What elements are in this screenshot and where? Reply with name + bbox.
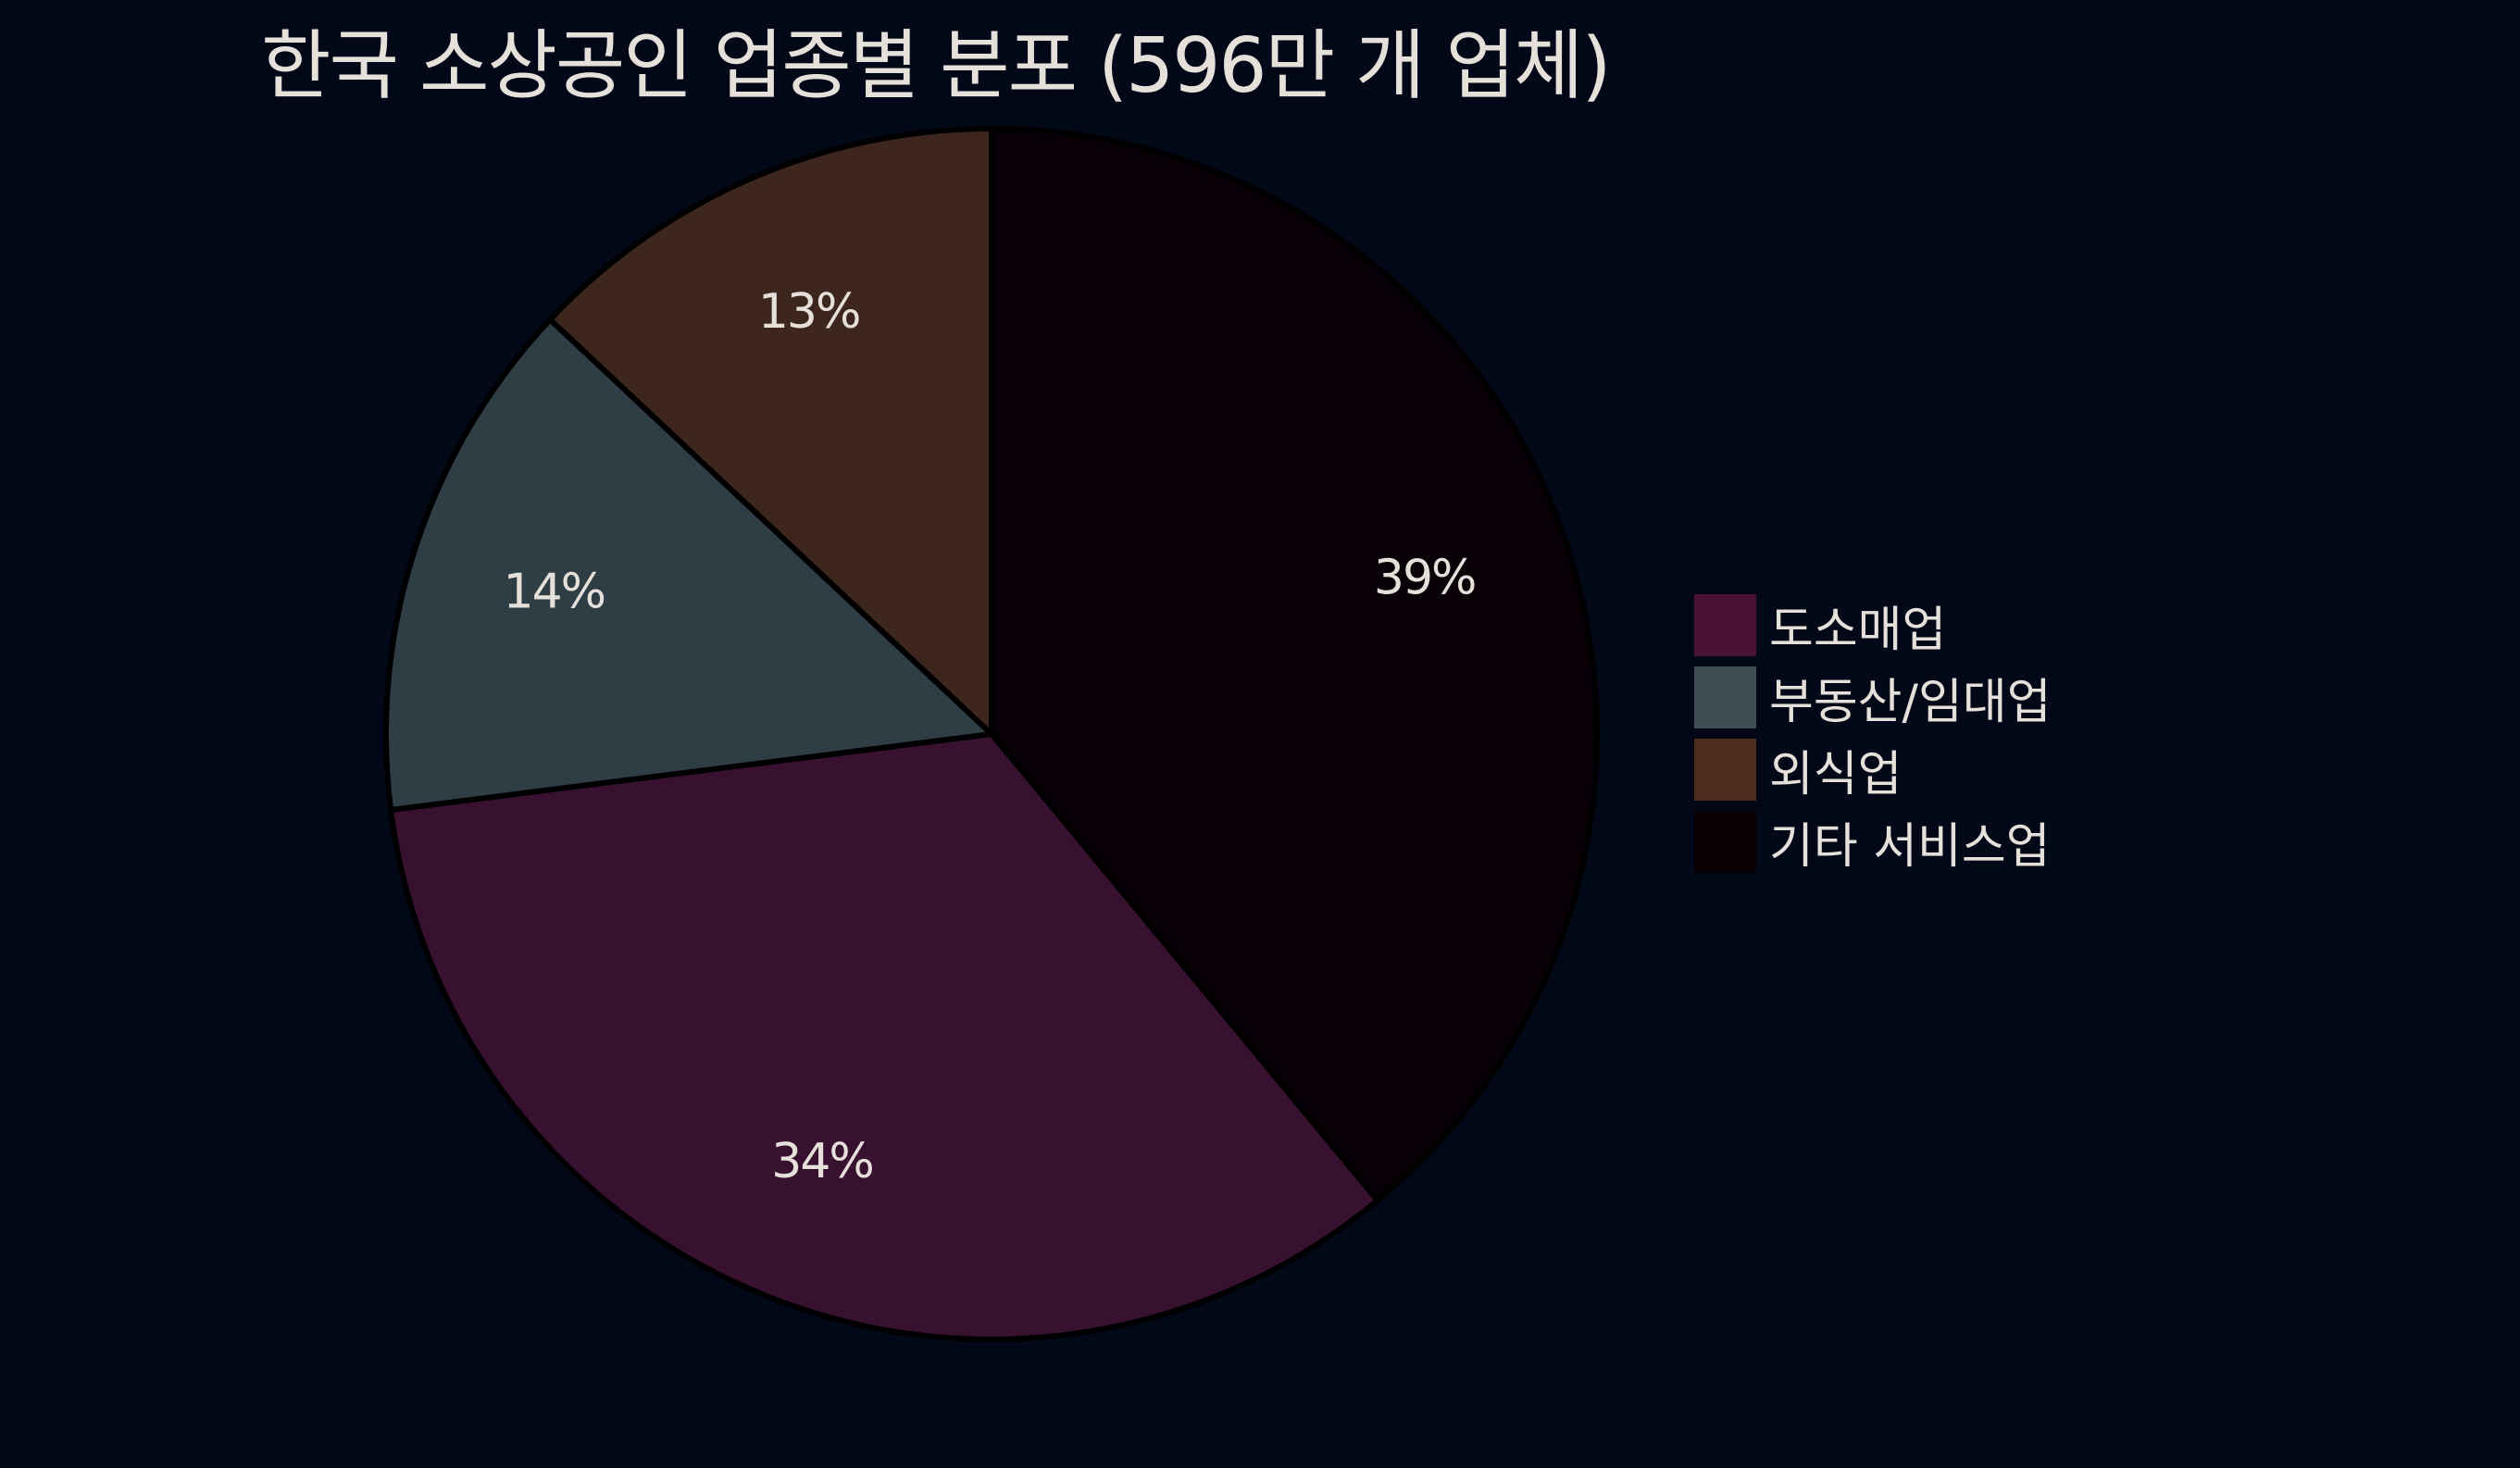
legend-swatch [1694,593,1756,656]
legend-label: 외식업 [1769,746,1902,802]
pie-slice-3[interactable] [989,125,1600,1205]
slice-data-label: 39% [1374,551,1476,606]
legend-label: 부동산/임대업 [1769,674,2052,730]
legend-item-restaurant[interactable]: 외식업 [1694,733,2052,805]
legend-item-real-estate[interactable]: 부동산/임대업 [1694,661,2052,733]
legend-label: 기타 서비스업 [1769,818,2051,875]
legend-swatch [1694,666,1756,728]
pie-slice-2[interactable] [546,125,994,740]
slice-data-label: 34% [771,1134,873,1189]
chart-title: 한국 소상공인 업종별 분포 (596만 개 업체) [261,22,1611,110]
pie-slice-1[interactable] [383,316,998,814]
legend-swatch [1694,810,1756,873]
legend-swatch [1694,738,1756,801]
slice-data-label: 13% [758,284,860,340]
legend-item-wholesale-retail[interactable]: 도소매업 [1694,589,2052,661]
slice-data-label: 14% [503,564,605,619]
pie-slice-0[interactable] [387,730,1382,1342]
legend-item-other-services[interactable]: 기타 서비스업 [1694,805,2052,877]
legend-label: 도소매업 [1769,602,1947,658]
legend: 도소매업 부동산/임대업 외식업 기타 서비스업 [1694,589,2052,877]
